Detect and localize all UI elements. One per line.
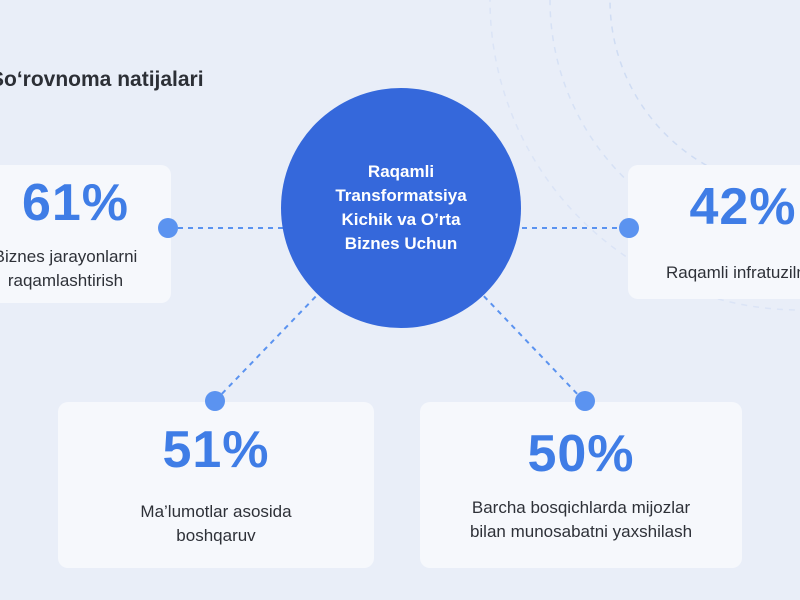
stat-percent: 50%	[527, 425, 635, 483]
connector-dot-61	[158, 218, 178, 238]
stat-label: Barcha bosqichlarda mijozlar bilan munos…	[469, 498, 693, 541]
stat-percent: 61%	[21, 174, 130, 232]
section-title: So‘rovnoma natijalari	[0, 68, 204, 91]
stat-percent: 51%	[162, 421, 270, 479]
stat-label: Raqamli infratuzilma	[666, 263, 800, 282]
stat-card-51: 51% Ma’lumotlar asosida boshqaruv	[58, 402, 374, 568]
stat-percent: 42%	[689, 178, 797, 236]
stat-card-50: 50% Barcha bosqichlarda mijozlar bilan m…	[420, 402, 742, 568]
hub-circle: Raqamli Transformatsiya Kichik va O’rta …	[281, 88, 521, 328]
connector-dot-42	[619, 218, 639, 238]
connector-dot-51	[205, 391, 225, 411]
stat-label: Biznes jarayonlarni raqamlashtirish	[0, 247, 138, 290]
connector-dot-50	[575, 391, 595, 411]
stat-card-42: 42% Raqamli infratuzilma	[628, 165, 800, 299]
stat-card-61: 61% Biznes jarayonlarni raqamlashtirish	[0, 165, 171, 303]
hub-label: Raqamli Transformatsiya Kichik va O’rta …	[335, 162, 467, 253]
stat-label: Ma’lumotlar asosida boshqaruv	[140, 502, 292, 545]
